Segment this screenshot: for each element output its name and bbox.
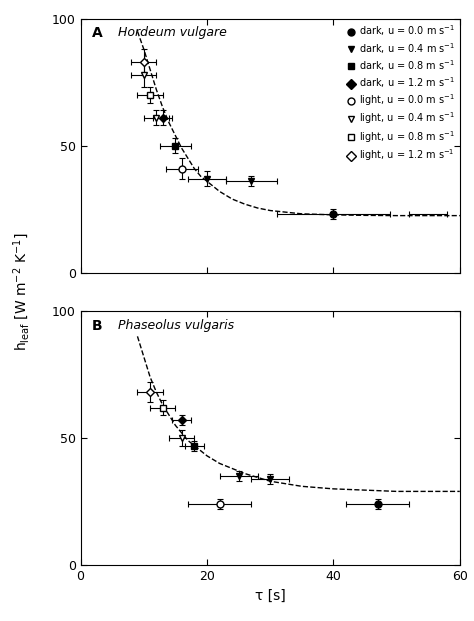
- Legend: dark, u = 0.0 m s$^{-1}$, dark, u = 0.4 m s$^{-1}$, dark, u = 0.8 m s$^{-1}$, da: dark, u = 0.0 m s$^{-1}$, dark, u = 0.4 …: [345, 22, 457, 165]
- Text: Hordeum vulgare: Hordeum vulgare: [118, 26, 228, 39]
- Text: B: B: [92, 319, 102, 333]
- Text: h$_{\rm leaf}$ [W m$^{-2}$ K$^{-1}$]: h$_{\rm leaf}$ [W m$^{-2}$ K$^{-1}$]: [11, 233, 32, 351]
- Text: A: A: [92, 26, 103, 40]
- Text: Phaseolus vulgaris: Phaseolus vulgaris: [118, 319, 235, 332]
- X-axis label: τ [s]: τ [s]: [255, 589, 285, 602]
